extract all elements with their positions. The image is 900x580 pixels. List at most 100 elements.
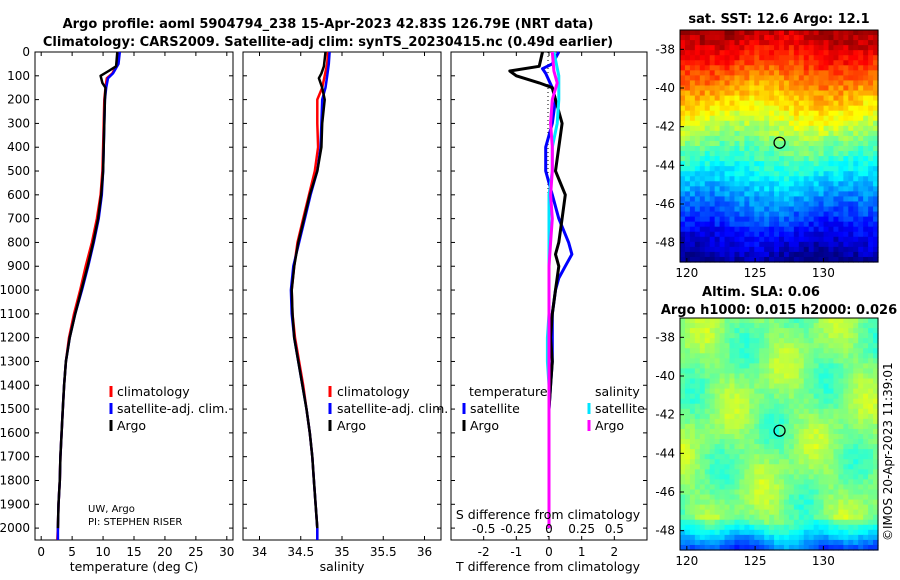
map-cell <box>734 30 740 36</box>
map-cell <box>719 35 726 41</box>
map-cell <box>833 529 839 536</box>
map-cell <box>783 534 790 541</box>
map-cell <box>694 241 701 248</box>
map-cell <box>749 338 755 344</box>
map-cell <box>873 236 879 243</box>
map-cell <box>759 181 765 187</box>
map-cell <box>873 393 879 400</box>
map-cell <box>803 464 810 470</box>
map-cell <box>744 196 750 203</box>
map-cell <box>739 30 745 36</box>
map-cell <box>754 100 760 107</box>
map-cell <box>684 479 691 486</box>
map-cell <box>863 504 869 511</box>
map-cell <box>754 151 760 157</box>
map-cell <box>779 105 785 112</box>
map-cell <box>744 378 750 385</box>
map-cell <box>749 196 755 203</box>
map-cell <box>808 454 815 460</box>
map-cell <box>863 434 869 440</box>
map-cell <box>788 428 795 435</box>
map-cell <box>858 221 864 228</box>
map-cell <box>833 348 839 354</box>
map-cell <box>769 100 775 107</box>
map-cell <box>684 246 691 253</box>
map-cell <box>759 403 765 410</box>
map-cell <box>689 161 696 167</box>
map-cell <box>699 393 706 400</box>
map-cell <box>729 156 736 162</box>
map-cell <box>853 413 859 420</box>
map-cell <box>739 110 745 117</box>
map-cell <box>823 75 830 82</box>
map-cell <box>853 423 859 430</box>
map-cell <box>719 100 726 107</box>
map-cell <box>813 236 820 243</box>
map-cell <box>848 423 854 430</box>
map-cell <box>704 439 711 445</box>
map-cell <box>873 318 879 324</box>
map-cell <box>793 519 800 526</box>
map-cell <box>689 80 696 87</box>
map-cell <box>793 413 800 420</box>
map-cell <box>749 35 755 41</box>
map-cell <box>798 241 805 248</box>
map-cell <box>729 125 736 132</box>
map-cell <box>774 35 780 41</box>
map-cell <box>798 201 805 208</box>
map-cell <box>798 60 805 66</box>
map-cell <box>838 484 844 491</box>
map-cell <box>684 504 691 511</box>
map-cell <box>709 55 716 61</box>
map-cell <box>739 246 745 253</box>
map-cell <box>848 489 854 496</box>
map-cell <box>769 373 775 380</box>
map-cell <box>724 479 731 486</box>
series-salinity-argo <box>547 51 559 529</box>
map-cell <box>868 65 874 71</box>
map-cell <box>694 176 701 182</box>
map-cell <box>729 343 736 349</box>
map-cell <box>709 60 716 66</box>
map-cell <box>774 393 780 400</box>
map-cell <box>724 40 731 46</box>
map-cell <box>868 353 874 359</box>
map-cell <box>803 221 810 228</box>
map-cell <box>744 348 750 354</box>
map-cell <box>749 378 755 385</box>
map-cell <box>788 393 795 400</box>
map-cell <box>724 55 731 61</box>
map-cell <box>680 338 686 344</box>
map-cell <box>788 534 795 541</box>
map-cell <box>843 75 849 82</box>
map-cell <box>848 499 854 506</box>
map-cell <box>813 140 820 147</box>
map-cell <box>704 45 711 51</box>
map-cell <box>709 196 716 203</box>
map-cell <box>783 100 790 107</box>
map-cell <box>783 509 790 516</box>
map-cell <box>858 125 864 132</box>
map-cell <box>818 65 825 71</box>
map-cell <box>833 469 839 475</box>
map-cell <box>793 529 800 536</box>
map-cell <box>803 343 810 349</box>
map-cell <box>729 30 736 36</box>
map-cell <box>699 403 706 410</box>
map-cell <box>704 130 711 137</box>
map-cell <box>739 181 745 187</box>
map-cell <box>873 30 879 36</box>
map-cell <box>793 539 800 546</box>
map-cell <box>823 161 830 167</box>
map-cell <box>699 383 706 390</box>
map-cell <box>754 45 760 51</box>
map-cell <box>863 60 869 66</box>
map-cell <box>719 524 726 531</box>
map-cell <box>749 323 755 329</box>
map-cell <box>724 358 731 364</box>
map-cell <box>759 151 765 157</box>
map-cell <box>779 100 785 107</box>
map-cell <box>873 135 879 142</box>
map-cell <box>863 499 869 506</box>
y-tick-label: 900 <box>7 259 30 273</box>
